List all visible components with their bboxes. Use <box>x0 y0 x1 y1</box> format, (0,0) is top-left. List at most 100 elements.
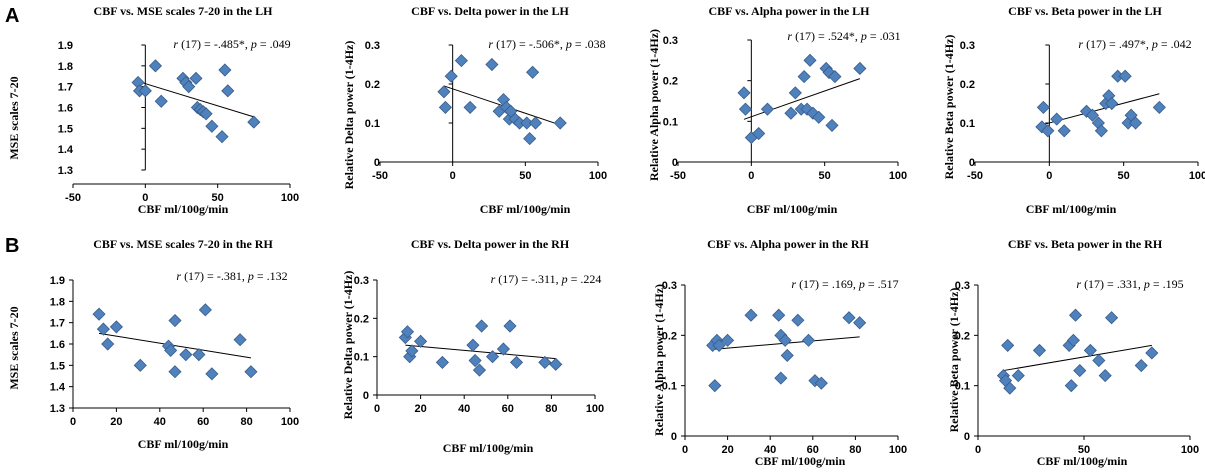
data-point <box>822 65 836 80</box>
data-point <box>778 333 792 347</box>
y-tick-label: 0.2 <box>662 330 677 342</box>
x-tick-label: 80 <box>849 444 861 456</box>
data-point <box>1094 124 1108 138</box>
scatter-chart-3: CBF vs. Alpha power in the LH 0 0.1 0.2 0.3 -… <box>647 4 907 216</box>
scatter-chart-7: CBF vs. Alpha power in the RH 0 0.1 0.2 0.3 0… <box>652 237 907 468</box>
x-tick-label: 60 <box>502 403 514 415</box>
y-tick-label: 1.9 <box>58 40 73 52</box>
y-tick-label: 0.1 <box>955 381 970 393</box>
y-tick-label: 1.5 <box>58 123 73 135</box>
data-point <box>744 308 758 322</box>
x-axis-label: CBF ml/100g/min <box>480 202 571 216</box>
x-tick-label: -50 <box>372 170 388 182</box>
x-tick-label: 50 <box>819 170 831 182</box>
y-tick-label: 1.7 <box>58 82 73 94</box>
data-point <box>101 337 115 351</box>
data-point <box>199 107 213 121</box>
data-point <box>179 348 193 362</box>
y-tick-label: 0.2 <box>365 79 380 91</box>
y-tick-label: 0.1 <box>960 118 975 130</box>
scatter-chart-5: CBF vs. MSE scales 7-20 in the RH 1.3 1.4 1… <box>7 237 299 451</box>
charts: CBF vs. MSE scales 7-20 in the LH 1.3 1.4 1… <box>7 4 1205 468</box>
x-tick-label: -50 <box>967 170 983 182</box>
stat-annotation: r (17) = .524*, p = .031 <box>787 29 900 43</box>
y-tick-label: 0.1 <box>663 116 678 128</box>
x-axis-label: CBF ml/100g/min <box>1026 202 1117 216</box>
data-point <box>466 338 480 352</box>
data-point <box>215 130 229 144</box>
data-point <box>485 57 499 72</box>
data-point <box>509 355 524 369</box>
data-point <box>1001 338 1015 352</box>
data-point <box>752 126 766 141</box>
y-tick-label: 0 <box>671 431 677 443</box>
data-point <box>803 53 817 67</box>
data-point <box>523 132 537 146</box>
data-point <box>109 320 123 334</box>
data-point <box>553 116 567 130</box>
data-point <box>138 84 152 98</box>
y-axis-label: Relative Beta power (1-4Hz) <box>942 35 956 180</box>
data-point <box>1073 364 1087 378</box>
trend-line <box>137 80 254 118</box>
data-point <box>549 357 563 371</box>
data-point <box>828 70 842 84</box>
chart-title: CBF vs. Alpha power in the RH <box>707 237 869 251</box>
y-tick-label: 0.2 <box>955 330 970 342</box>
data-point <box>1032 343 1047 357</box>
scatter-chart-6: CBF vs. Delta power in the RH 0 0.1 0.2 0.3 0… <box>341 237 604 455</box>
data-point <box>1104 311 1119 325</box>
y-tick-label: 1.7 <box>50 318 65 330</box>
data-point <box>1128 116 1143 130</box>
data-point <box>221 84 235 98</box>
data-point <box>774 371 788 385</box>
data-point <box>1041 124 1055 138</box>
data-point <box>712 338 726 352</box>
y-tick-label: 0.3 <box>354 275 369 287</box>
y-tick-label: 0 <box>672 157 678 169</box>
data-point <box>738 102 753 116</box>
y-axis-label: MSE scales 7-20 <box>7 76 21 159</box>
x-tick-label: 100 <box>589 170 607 182</box>
data-point <box>853 316 867 330</box>
data-point <box>1050 112 1064 126</box>
data-point <box>438 100 452 114</box>
data-point <box>721 333 735 347</box>
x-axis-label: CBF ml/100g/min <box>138 202 229 216</box>
x-tick-label: 100 <box>281 192 299 204</box>
x-tick-label: -50 <box>65 192 81 204</box>
data-point <box>218 63 232 77</box>
chart-title: CBF vs. MSE scales 7-20 in the RH <box>93 237 273 251</box>
data-point <box>205 367 219 381</box>
y-tick-label: 1.4 <box>58 144 74 156</box>
data-point <box>444 69 458 83</box>
data-point <box>853 61 867 76</box>
data-point <box>1036 100 1050 114</box>
chart-title: CBF vs. Alpha power in the LH <box>708 4 870 18</box>
data-point <box>737 86 751 100</box>
stat-annotation: r (17) = -.485*, p = .049 <box>173 37 290 51</box>
data-point <box>154 94 168 108</box>
y-tick-label: 1.8 <box>58 61 73 73</box>
y-tick-label: 0.1 <box>365 118 380 130</box>
y-axis-label: Relative Delta power (1-4Hz) <box>342 41 356 190</box>
x-tick-label: 20 <box>110 416 122 428</box>
data-point <box>485 350 500 364</box>
x-tick-label: 80 <box>240 416 252 428</box>
data-point <box>400 325 415 339</box>
data-point <box>780 348 794 363</box>
y-tick-label: 0.2 <box>663 76 678 88</box>
x-tick-label: 40 <box>154 416 166 428</box>
data-point <box>526 65 540 79</box>
chart-title: CBF vs. Delta power in the RH <box>411 237 570 251</box>
data-point <box>814 376 828 390</box>
x-axis-label: CBF ml/100g/min <box>747 202 838 216</box>
trend-line <box>1003 344 1152 372</box>
data-point <box>454 54 468 68</box>
x-tick-label: 50 <box>1118 170 1130 182</box>
data-point <box>842 311 856 325</box>
chart-title: CBF vs. MSE scales 7-20 in the LH <box>94 4 274 18</box>
x-tick-label: 0 <box>70 416 76 428</box>
y-tick-label: 1.3 <box>50 403 65 415</box>
x-tick-label: 0 <box>374 403 380 415</box>
